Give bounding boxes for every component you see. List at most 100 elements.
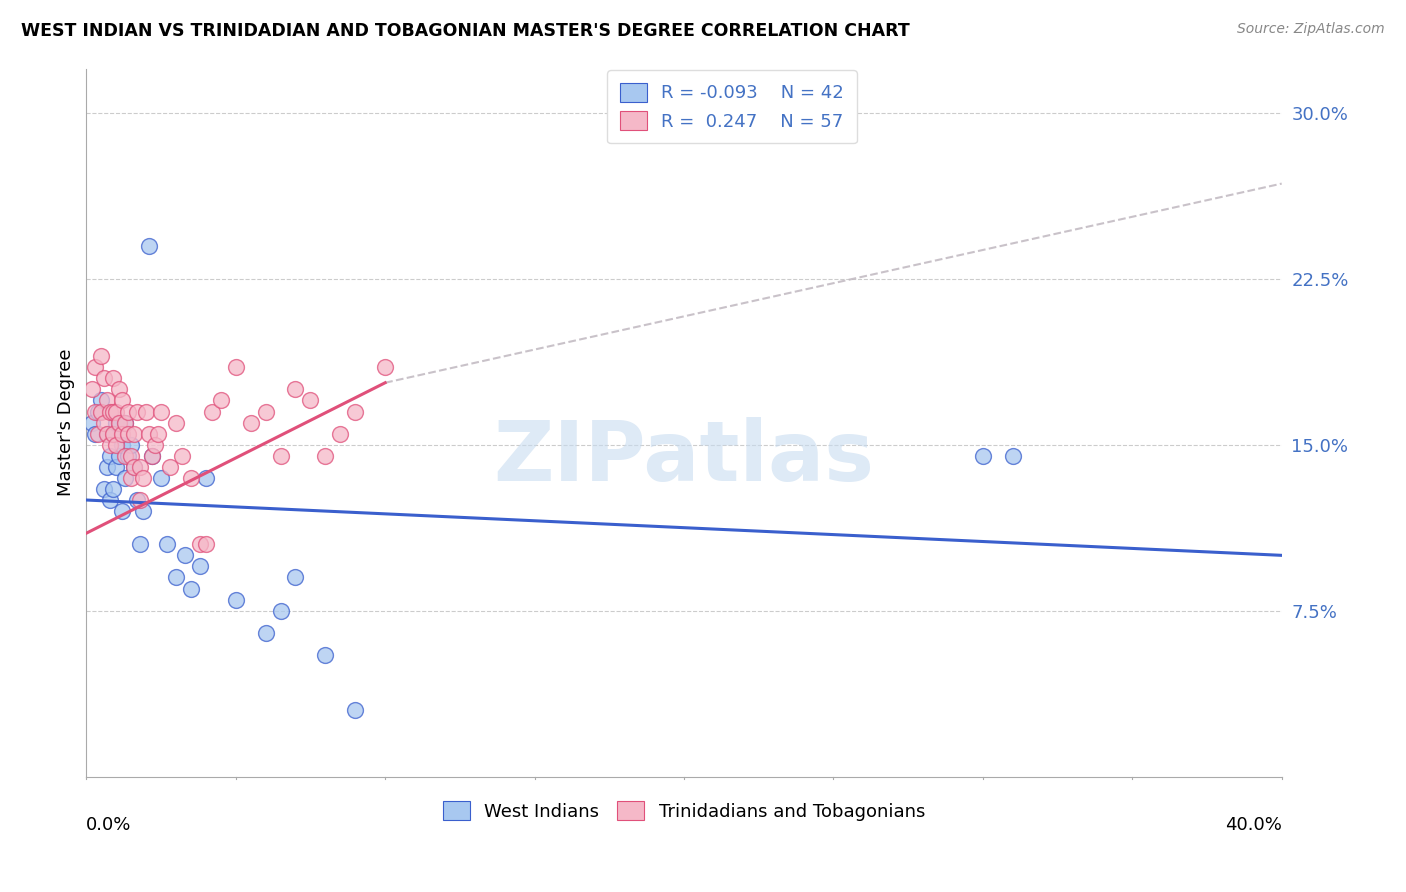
Point [284,570,307,584]
Point [105,404,128,418]
Point [180,471,202,485]
Point [117,426,139,441]
Point [374,360,396,375]
Point [87,404,110,418]
Point [270,449,292,463]
Point [82,416,104,430]
Point [82,383,104,397]
Point [84,360,107,375]
Point [120,438,142,452]
Point [239,416,262,430]
Point [108,416,131,430]
Point [114,449,136,463]
Point [132,471,155,485]
Point [141,449,163,463]
Point [93,371,115,385]
Point [270,604,292,618]
Point [98,438,121,452]
Point [105,438,128,452]
Legend: West Indians, Trinidadians and Tobagonians: West Indians, Trinidadians and Tobagonia… [436,794,932,828]
Point [344,404,367,418]
Point [117,404,139,418]
Point [103,482,125,496]
Point [87,426,110,441]
Point [103,371,125,385]
Point [96,393,118,408]
Point [108,449,131,463]
Point [225,592,247,607]
Point [159,459,181,474]
Point [132,504,155,518]
Point [96,459,118,474]
Point [194,471,217,485]
Point [141,449,163,463]
Point [114,471,136,485]
Point [225,360,247,375]
Point [93,416,115,430]
Point [138,238,160,252]
Point [314,648,336,662]
Point [129,459,152,474]
Point [84,404,107,418]
Point [201,404,224,418]
Point [111,438,134,452]
Point [170,449,193,463]
Y-axis label: Master's Degree: Master's Degree [58,349,75,496]
Point [254,625,277,640]
Point [108,416,131,430]
Text: 0.0%: 0.0% [86,815,132,833]
Point [150,404,173,418]
Point [90,393,112,408]
Point [127,404,149,418]
Point [127,493,149,508]
Point [129,493,152,508]
Point [103,426,125,441]
Point [98,404,121,418]
Point [90,349,112,363]
Point [111,393,134,408]
Point [93,482,115,496]
Point [188,537,211,551]
Point [96,426,118,441]
Point [84,426,107,441]
Point [96,426,118,441]
Point [111,426,134,441]
Point [108,383,131,397]
Point [165,416,187,430]
Point [105,459,128,474]
Point [120,471,142,485]
Point [150,471,173,485]
Point [122,459,145,474]
Point [111,504,134,518]
Point [98,493,121,508]
Point [122,426,145,441]
Point [188,559,211,574]
Point [122,459,145,474]
Text: WEST INDIAN VS TRINIDADIAN AND TOBAGONIAN MASTER'S DEGREE CORRELATION CHART: WEST INDIAN VS TRINIDADIAN AND TOBAGONIA… [21,22,910,40]
Point [114,416,136,430]
Point [284,383,307,397]
Point [156,537,179,551]
Point [972,449,994,463]
Text: ZIPatlas: ZIPatlas [494,417,875,499]
Point [329,426,352,441]
Point [165,570,187,584]
Point [120,449,142,463]
Point [114,416,136,430]
Point [90,404,112,418]
Point [98,449,121,463]
Point [103,426,125,441]
Point [105,416,128,430]
Point [194,537,217,551]
Point [180,582,202,596]
Point [143,438,166,452]
Point [117,449,139,463]
Point [103,404,125,418]
Point [135,404,157,418]
Point [129,537,152,551]
Point [209,393,232,408]
Point [314,449,336,463]
Text: 40.0%: 40.0% [1225,815,1282,833]
Point [344,703,367,717]
Text: Source: ZipAtlas.com: Source: ZipAtlas.com [1237,22,1385,37]
